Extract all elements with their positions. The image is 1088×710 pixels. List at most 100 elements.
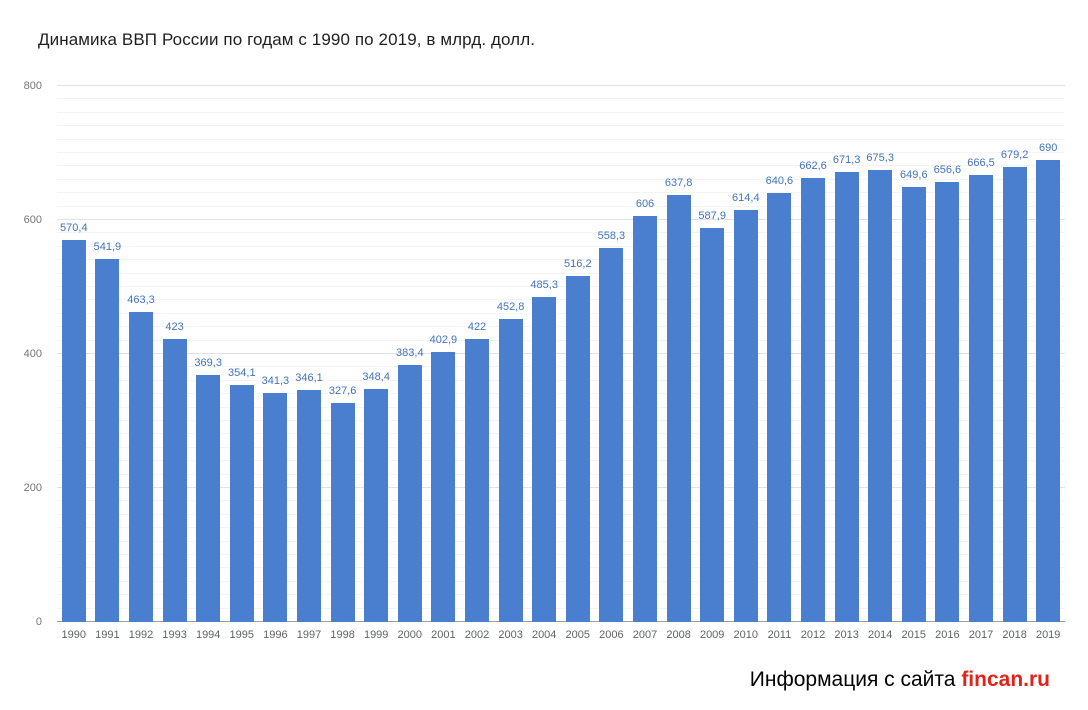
bar-1999 [364, 389, 388, 622]
bar-value-label: 402,9 [429, 334, 458, 347]
bar-2009 [700, 228, 724, 622]
bar-2008 [667, 195, 691, 622]
bar-2013 [835, 172, 859, 622]
gridline [57, 473, 1065, 475]
gridline [57, 245, 1065, 247]
bar-2003 [499, 319, 523, 622]
bar-value-label: 656,6 [933, 164, 962, 177]
bar-1995 [230, 385, 254, 622]
bar-1998 [331, 403, 355, 622]
gridline [57, 406, 1065, 408]
gridline [57, 379, 1065, 381]
bar-2016 [935, 182, 959, 622]
x-tick-label: 2005 [565, 629, 591, 641]
gridline [57, 607, 1065, 609]
gridline [57, 353, 1065, 354]
y-tick-label: 200 [23, 482, 42, 494]
gridline [57, 420, 1065, 421]
bar-value-label: 671,3 [832, 154, 861, 167]
y-tick-label: 800 [23, 80, 42, 92]
bar-value-label: 341,3 [261, 375, 290, 388]
gridline [57, 299, 1065, 301]
footer-attribution: Информация с сайта fincan.ru [750, 668, 1050, 692]
bar-value-label: 666,5 [967, 157, 995, 170]
x-axis-baseline [57, 621, 1065, 622]
gridline [57, 540, 1065, 542]
x-tick-label: 2012 [800, 629, 826, 641]
bar-value-label: 485,3 [530, 278, 558, 291]
bar-value-label: 614,4 [732, 192, 760, 205]
x-tick-label: 1992 [128, 629, 154, 641]
bar-value-label: 606 [635, 197, 655, 210]
bar-2014 [868, 170, 892, 622]
x-tick-label: 1999 [363, 629, 389, 641]
gridline [57, 326, 1065, 328]
plot-area: 570,4 1990 541,9 1991 463,3 1992 423 1993 369,3 1… [57, 85, 1065, 641]
x-tick-label: 2008 [666, 629, 691, 641]
bar-value-label: 463,3 [127, 293, 155, 306]
x-tick-label: 1997 [296, 629, 322, 641]
bar-value-label: 587,9 [698, 210, 726, 223]
gridline [57, 339, 1065, 341]
gridline [57, 219, 1065, 220]
x-tick-label: 2004 [531, 629, 557, 641]
gridline [57, 580, 1065, 582]
bar-2018 [1003, 167, 1027, 622]
gridline [57, 286, 1065, 287]
bar-value-label: 675,3 [866, 151, 894, 164]
bar-2012 [801, 178, 825, 622]
bar-1996 [263, 393, 287, 622]
gridline [57, 312, 1065, 314]
y-axis: 0 200 400 600 800 [0, 80, 50, 628]
bar-value-label: 640,6 [765, 174, 794, 187]
gridline [57, 138, 1065, 140]
x-tick-label: 2006 [599, 629, 624, 641]
bar-value-label: 649,6 [900, 168, 928, 181]
y-tick-label: 0 [35, 616, 42, 628]
gridline [57, 554, 1065, 555]
bar-2004 [532, 297, 556, 622]
gridline [57, 446, 1065, 448]
gridline [57, 433, 1065, 435]
gridline [57, 527, 1065, 529]
x-tick-label: 2016 [935, 629, 960, 641]
bar-value-label: 383,4 [396, 347, 424, 360]
gridline [57, 192, 1065, 194]
bar-value-label: 327,6 [328, 384, 357, 397]
gridline [57, 85, 1065, 86]
gridline [57, 594, 1065, 596]
gridline [57, 487, 1065, 488]
x-tick-label: 1991 [95, 629, 120, 641]
bar-value-label: 637,8 [664, 176, 693, 189]
bar-value-label: 422 [467, 321, 487, 334]
bar-2017 [969, 175, 993, 622]
x-tick-label: 2019 [1035, 629, 1061, 641]
footer-site-link[interactable]: fincan.ru [961, 668, 1050, 691]
x-tick-label: 2000 [397, 629, 423, 641]
x-tick-label: 2011 [767, 629, 792, 641]
chart-title: Динамика ВВП России по годам с 1990 по 2… [38, 30, 536, 49]
bar-2007 [633, 216, 657, 622]
bar-value-label: 679,2 [1000, 148, 1029, 161]
bar-2002 [465, 339, 489, 622]
x-tick-label: 2018 [1002, 629, 1027, 641]
x-tick-label: 2001 [431, 629, 456, 641]
bar-value-label: 452,8 [496, 300, 525, 313]
bar-2005 [566, 276, 590, 622]
bar-2011 [767, 193, 791, 622]
x-tick-label: 2009 [699, 629, 725, 641]
bar-2019 [1036, 160, 1060, 622]
bar-2000 [398, 365, 422, 622]
bar-value-label: 541,9 [93, 240, 122, 253]
bar-2015 [902, 187, 926, 622]
gridline [57, 111, 1065, 113]
x-tick-label: 1993 [162, 629, 187, 641]
x-tick-label: 1998 [330, 629, 355, 641]
bar-2001 [431, 352, 455, 622]
x-tick-label: 2017 [968, 629, 994, 641]
gridline [57, 98, 1065, 100]
bar-value-label: 558,3 [597, 229, 626, 242]
x-tick-label: 2015 [901, 629, 927, 641]
gridline [57, 513, 1065, 515]
